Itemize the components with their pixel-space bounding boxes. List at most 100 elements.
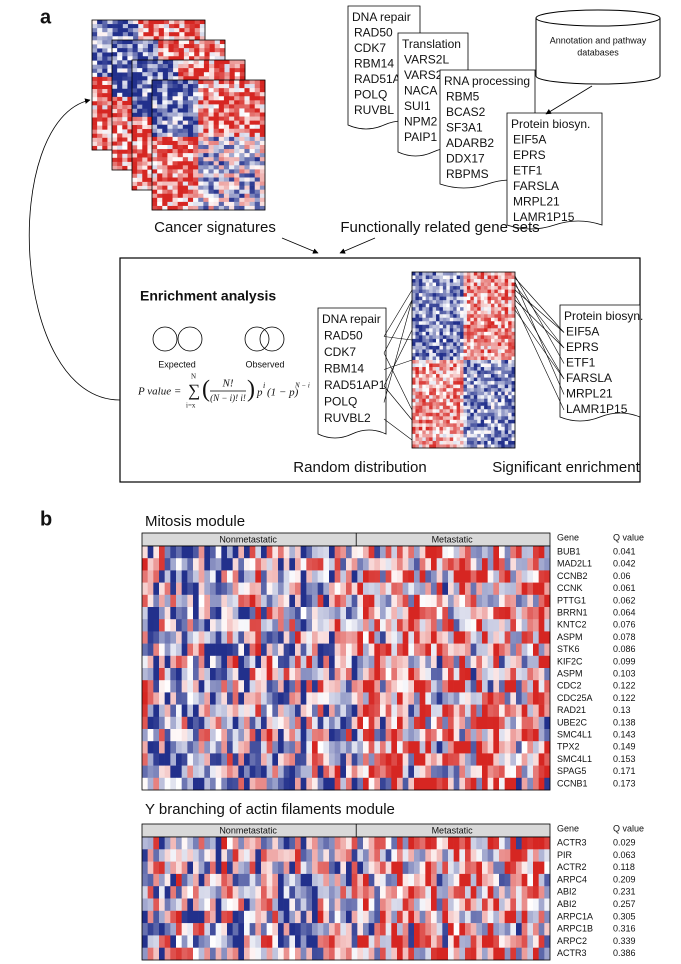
heatmap-cell	[439, 300, 444, 304]
heatmap-cell	[391, 619, 398, 632]
heatmap-cell	[168, 56, 174, 61]
heatmap-cell	[460, 345, 464, 350]
heatmap-cell	[418, 412, 423, 417]
heatmap-cell	[187, 104, 194, 109]
heatmap-cell	[484, 398, 488, 403]
heatmap-cell	[254, 100, 261, 105]
heatmap-cell	[177, 145, 184, 150]
heatmap-cell	[97, 32, 103, 37]
heatmap-cell	[412, 384, 416, 389]
heatmap-cell	[218, 189, 225, 195]
heatmap-cell	[254, 185, 261, 190]
heatmap-cell	[179, 20, 185, 25]
heatmap-cell	[142, 92, 148, 97]
heatmap-cell	[477, 338, 481, 343]
formula-part: (	[202, 377, 210, 403]
heatmap-cell	[117, 100, 123, 106]
heatmap-cell	[122, 72, 128, 77]
heatmap-cell	[501, 412, 505, 417]
heatmap-cell	[152, 108, 158, 113]
heatmap-cell	[466, 296, 471, 301]
heatmap-cell	[473, 335, 478, 340]
heatmap-cell	[102, 113, 108, 118]
heatmap-cell	[466, 345, 471, 350]
heatmap-cell	[422, 349, 427, 354]
heatmap-cell	[203, 104, 209, 109]
heatmap-cell	[456, 300, 461, 304]
heatmap-cell	[422, 391, 427, 396]
heatmap-cell	[162, 68, 169, 73]
heatmap-cell	[470, 582, 477, 596]
heatmap-cell	[204, 631, 211, 644]
heatmap-cell	[193, 116, 199, 121]
heatmap-cell	[504, 402, 509, 407]
heatmap-cell	[418, 328, 423, 333]
link-line	[383, 329, 413, 387]
heatmap-cell	[425, 430, 430, 435]
heatmap-cell	[412, 338, 416, 343]
heatmap-cell	[177, 84, 184, 89]
heatmap-cell	[476, 582, 483, 596]
heatmap-cell	[92, 20, 98, 25]
heatmap-cell	[137, 76, 143, 81]
heatmap-cell	[107, 28, 113, 33]
heatmap-cell	[490, 307, 495, 312]
heatmap-cell	[157, 96, 163, 101]
heatmap-cell	[449, 300, 454, 304]
heatmap-cell	[203, 84, 209, 89]
heatmap-cell	[490, 416, 495, 421]
heatmap-cell	[102, 60, 108, 65]
heatmap-cell	[213, 205, 220, 211]
heatmap-cell	[419, 570, 426, 583]
heatmap-cell	[436, 440, 440, 445]
heatmap-cell	[147, 157, 153, 162]
heatmap-cell	[429, 388, 433, 392]
heatmap-cell	[470, 328, 475, 333]
heatmap-cell	[137, 44, 144, 49]
heatmap-cell	[127, 157, 133, 163]
heatmap-cell	[412, 430, 416, 435]
heatmap-cell	[487, 314, 492, 319]
heatmap-cell	[504, 328, 509, 333]
heatmap-cell	[419, 607, 426, 620]
heatmap-cell	[466, 289, 471, 294]
heatmap-cell	[460, 423, 464, 428]
heatmap-cell	[194, 52, 200, 57]
heatmap-cell	[487, 296, 492, 301]
heatmap-cell	[412, 272, 416, 276]
heatmap-cell	[432, 381, 437, 385]
heatmap-cell	[162, 124, 168, 130]
heatmap-cell	[259, 100, 266, 105]
heatmap-cell	[107, 68, 113, 74]
heatmap-cell	[432, 374, 437, 378]
heatmap-cell	[412, 367, 416, 371]
heatmap-cell	[147, 582, 154, 596]
heatmap-cell	[470, 338, 475, 343]
heatmap-cell	[429, 275, 433, 280]
heatmap-cell	[497, 444, 502, 449]
heatmap-cell	[484, 317, 488, 322]
heatmap-cell	[238, 570, 245, 583]
heatmap-cell	[466, 440, 471, 445]
heatmap-cell	[510, 607, 517, 620]
heatmap-cell	[163, 56, 169, 61]
heatmap-cell	[127, 64, 133, 69]
heatmap-cell	[176, 607, 182, 620]
heatmap-cell	[508, 272, 512, 276]
heatmap-cell	[193, 140, 199, 146]
heatmap-cell	[473, 388, 478, 392]
heatmap-cell	[511, 307, 516, 312]
heatmap-cell	[487, 433, 492, 438]
heatmap-cell	[295, 546, 301, 559]
heatmap-cell	[422, 370, 427, 375]
heatmap-cell	[173, 52, 180, 57]
heatmap-cell	[499, 582, 505, 596]
heatmap-cell	[449, 374, 454, 378]
heatmap-cell	[470, 317, 475, 322]
heatmap-cell	[132, 76, 138, 81]
heatmap-cell	[442, 275, 447, 280]
heatmap-cell	[239, 68, 246, 73]
heatmap-cell	[494, 370, 499, 375]
heatmap-cell	[127, 117, 133, 122]
heatmap-cell	[466, 363, 471, 368]
